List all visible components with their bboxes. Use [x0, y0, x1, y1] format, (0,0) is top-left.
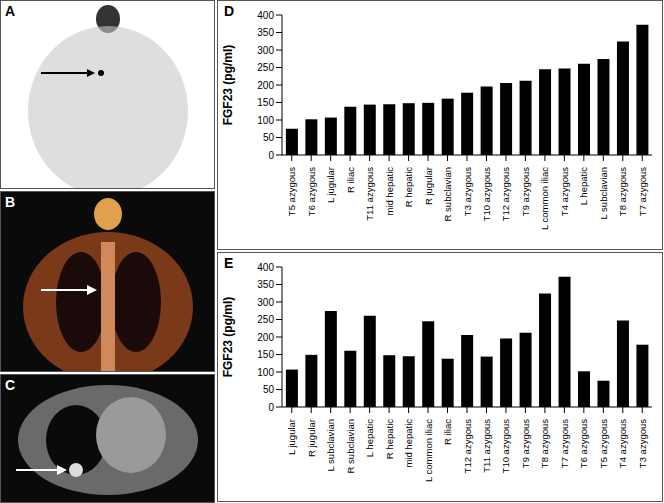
svg-text:0: 0 — [268, 150, 274, 161]
svg-text:L common iliac: L common iliac — [539, 167, 550, 230]
svg-text:T11 azygous: T11 azygous — [481, 419, 492, 473]
svg-text:T7 azygous: T7 azygous — [559, 419, 570, 468]
svg-text:400: 400 — [257, 10, 274, 21]
svg-text:T9 azygous: T9 azygous — [520, 419, 531, 468]
svg-text:T8 azygous: T8 azygous — [539, 419, 550, 468]
svg-text:R subclavian: R subclavian — [442, 167, 453, 221]
svg-text:200: 200 — [257, 80, 274, 91]
svg-text:R hepatic: R hepatic — [384, 419, 395, 459]
html-text:D: D — [224, 3, 235, 19]
svg-text:T6 azygous: T6 azygous — [578, 419, 589, 468]
svg-text:T3 azygous: T3 azygous — [462, 167, 473, 216]
svg-text:350: 350 — [257, 27, 274, 38]
svg-text:T9 azygous: T9 azygous — [520, 167, 531, 216]
svg-text:350: 350 — [257, 279, 274, 290]
svg-text:L jugular: L jugular — [325, 167, 336, 203]
html-text:B: B — [5, 194, 16, 210]
svg-text:T11 azygous: T11 azygous — [364, 167, 375, 221]
svg-text:400: 400 — [257, 262, 274, 273]
svg-text:R subclavian: R subclavian — [345, 419, 356, 473]
html-text:C: C — [5, 377, 16, 393]
svg-text:R jugular: R jugular — [306, 419, 317, 457]
svg-text:L subclavian: L subclavian — [598, 167, 609, 219]
svg-text:250: 250 — [257, 314, 274, 325]
svg-text:T12 azygous: T12 azygous — [500, 167, 511, 222]
svg-text:250: 250 — [257, 62, 274, 73]
svg-text:L hepatic: L hepatic — [364, 419, 375, 457]
svg-text:L common iliac: L common iliac — [423, 419, 434, 482]
svg-text:100: 100 — [257, 115, 274, 126]
svg-text:FGF23 (pg/ml): FGF23 (pg/ml) — [221, 45, 235, 126]
svg-text:T6 azygous: T6 azygous — [306, 167, 317, 216]
svg-text:R iliac: R iliac — [442, 419, 453, 445]
svg-text:150: 150 — [257, 349, 274, 360]
svg-text:FGF23 (pg/ml): FGF23 (pg/ml) — [221, 297, 235, 378]
svg-text:T12 azygous: T12 azygous — [462, 419, 473, 474]
svg-text:L jugular: L jugular — [286, 419, 297, 455]
svg-text:50: 50 — [263, 132, 275, 143]
svg-text:mid hepatic: mid hepatic — [403, 419, 414, 468]
html-text:E: E — [224, 255, 234, 271]
svg-text:T4 azygous: T4 azygous — [559, 167, 570, 216]
svg-text:T8 azygous: T8 azygous — [617, 167, 628, 216]
svg-text:R jugular: R jugular — [423, 167, 434, 205]
svg-text:T5 azygous: T5 azygous — [598, 419, 609, 468]
svg-text:R hepatic: R hepatic — [403, 167, 414, 207]
svg-text:T10 azygous: T10 azygous — [481, 167, 492, 222]
svg-text:T7 azygous: T7 azygous — [637, 167, 648, 216]
svg-text:200: 200 — [257, 332, 274, 343]
html-text:A: A — [5, 3, 16, 19]
svg-text:300: 300 — [257, 45, 274, 56]
svg-text:L subclavian: L subclavian — [325, 419, 336, 471]
svg-text:R iliac: R iliac — [345, 167, 356, 193]
svg-text:0: 0 — [268, 402, 274, 413]
svg-text:50: 50 — [263, 384, 275, 395]
svg-text:L hepatic: L hepatic — [578, 167, 589, 205]
svg-text:100: 100 — [257, 367, 274, 378]
svg-text:300: 300 — [257, 297, 274, 308]
svg-text:T4 azygous: T4 azygous — [617, 419, 628, 468]
svg-text:150: 150 — [257, 97, 274, 108]
svg-text:mid hepatic: mid hepatic — [384, 167, 395, 216]
svg-text:T5 azygous: T5 azygous — [286, 167, 297, 216]
svg-text:T10 azygous: T10 azygous — [500, 419, 511, 474]
svg-text:T3 azygous: T3 azygous — [637, 419, 648, 468]
